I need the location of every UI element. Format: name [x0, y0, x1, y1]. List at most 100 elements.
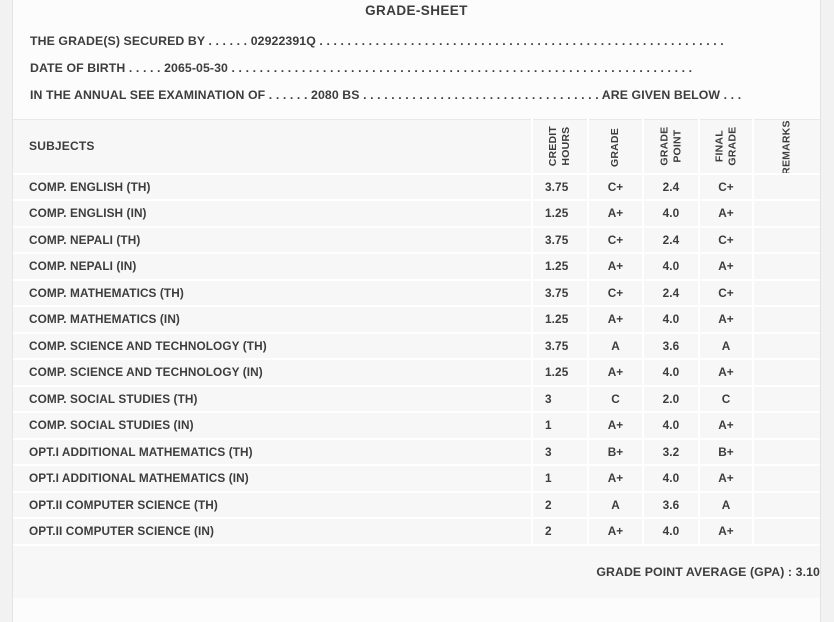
- final-grade-cell: A+: [698, 305, 753, 333]
- credit-hours-vertical-label: CREDIT HOURS: [546, 125, 572, 166]
- column-header-grade: GRADE: [587, 119, 643, 174]
- grade-row: COMP. NEPALI (IN) 1.25 A+ 4.0 A+: [13, 252, 820, 280]
- exam-year-value: 2080 BS: [311, 88, 360, 102]
- grade-point-vertical-label: GRADE POINT: [657, 126, 683, 166]
- grade-cell: A+: [587, 464, 643, 492]
- subject-cell: COMP. SCIENCE AND TECHNOLOGY (TH): [13, 331, 532, 359]
- grade-point-cell: 4.0: [642, 199, 699, 227]
- grade-point-cell: 4.0: [642, 305, 699, 333]
- grade-cell: C+: [587, 225, 643, 253]
- final-grade-cell: A+: [698, 411, 753, 439]
- remarks-cell: [752, 278, 820, 306]
- grade-row: COMP. SOCIAL STUDIES (IN) 1 A+ 4.0 A+: [13, 411, 820, 439]
- grades-table-footer: GRADE POINT AVERAGE (GPA) : 3.10: [13, 543, 820, 598]
- dotted-fill: . . . . . .: [268, 88, 308, 102]
- remarks-cell: [752, 358, 820, 386]
- gpa-summary: GRADE POINT AVERAGE (GPA) : 3.10: [13, 543, 820, 598]
- grade-vertical-label: GRADE: [608, 128, 621, 168]
- subject-cell: OPT.II COMPUTER SCIENCE (IN): [13, 517, 532, 545]
- subject-cell: COMP. ENGLISH (IN): [13, 199, 532, 227]
- final-grade-vertical-label: FINAL GRADE: [712, 126, 738, 166]
- info-line-date-of-birth: DATE OF BIRTH . . . . . 2065-05-30 . . .…: [30, 55, 803, 82]
- column-header-subjects: SUBJECTS: [13, 119, 532, 174]
- final-grade-cell: C: [698, 384, 753, 412]
- page-title: GRADE-SHEET: [365, 3, 468, 18]
- grade-row: COMP. MATHEMATICS (IN) 1.25 A+ 4.0 A+: [13, 305, 820, 333]
- final-grade-cell: C+: [698, 172, 753, 200]
- subject-cell: COMP. NEPALI (TH): [13, 225, 532, 253]
- subject-cell: COMP. SOCIAL STUDIES (IN): [13, 411, 532, 439]
- subject-cell: OPT.I ADDITIONAL MATHEMATICS (TH): [13, 437, 532, 465]
- info-suffix: ARE GIVEN BELOW: [601, 88, 721, 102]
- dotted-fill: . . . . .: [128, 61, 161, 75]
- grade-cell: B+: [587, 437, 643, 465]
- grade-point-cell: 3.2: [642, 437, 699, 465]
- grades-table: SUBJECTS CREDIT HOURS GRADE GRADE POINT …: [13, 119, 820, 598]
- credit-hours-cell: 1.25: [531, 199, 588, 227]
- final-grade-cell: A+: [698, 517, 753, 545]
- credit-hours-cell: 1: [531, 411, 588, 439]
- final-grade-cell: A: [698, 490, 753, 518]
- info-line-grades-secured-by: THE GRADE(S) SECURED BY . . . . . . 0292…: [30, 28, 803, 55]
- grade-point-cell: 4.0: [642, 517, 699, 545]
- remarks-cell: [752, 464, 820, 492]
- credit-hours-cell: 3.75: [531, 278, 588, 306]
- column-header-final-grade: FINAL GRADE: [698, 119, 753, 174]
- final-grade-cell: C+: [698, 225, 753, 253]
- column-header-credit-hours: CREDIT HOURS: [531, 119, 588, 174]
- dotted-fill: . . . . . . . . . . . . . . . . . . . . …: [231, 61, 693, 75]
- remarks-vertical-label: REMARKS: [780, 120, 793, 174]
- final-grade-cell: A+: [698, 252, 753, 280]
- remarks-cell: [752, 305, 820, 333]
- remarks-cell: [752, 490, 820, 518]
- gpa-row: GRADE POINT AVERAGE (GPA) : 3.10: [13, 543, 820, 598]
- credit-hours-cell: 2: [531, 517, 588, 545]
- grade-cell: A+: [587, 252, 643, 280]
- info-label: THE GRADE(S) SECURED BY: [30, 34, 205, 48]
- grade-point-cell: 4.0: [642, 358, 699, 386]
- remarks-cell: [752, 437, 820, 465]
- remarks-cell: [752, 225, 820, 253]
- grade-cell: A+: [587, 199, 643, 227]
- remarks-cell: [752, 252, 820, 280]
- credit-hours-cell: 2: [531, 490, 588, 518]
- dotted-fill: . . . . . . . . . . . . . . . . . . . . …: [363, 88, 599, 102]
- credit-hours-cell: 3.75: [531, 172, 588, 200]
- subject-cell: COMP. MATHEMATICS (IN): [13, 305, 532, 333]
- dotted-fill: . . . . . . . . . . . . . . . . . . . . …: [319, 34, 724, 48]
- gpa-value: 3.10: [795, 564, 820, 579]
- grade-cell: A: [587, 490, 643, 518]
- symbol-number-value: 02922391Q: [250, 34, 316, 48]
- grade-cell: C+: [587, 278, 643, 306]
- grade-row: OPT.I ADDITIONAL MATHEMATICS (TH) 3 B+ 3…: [13, 437, 820, 465]
- final-grade-cell: A: [698, 331, 753, 359]
- subject-cell: COMP. SOCIAL STUDIES (TH): [13, 384, 532, 412]
- credit-hours-cell: 1.25: [531, 305, 588, 333]
- column-header-grade-point: GRADE POINT: [642, 119, 699, 174]
- info-line-examination-year: IN THE ANNUAL SEE EXAMINATION OF . . . .…: [30, 82, 803, 109]
- grade-row: COMP. SOCIAL STUDIES (TH) 3 C 2.0 C: [13, 384, 820, 412]
- info-label: DATE OF BIRTH: [30, 61, 126, 75]
- credit-hours-cell: 3: [531, 437, 588, 465]
- date-of-birth-value: 2065-05-30: [164, 61, 228, 75]
- grade-point-cell: 3.6: [642, 490, 699, 518]
- grade-cell: A: [587, 331, 643, 359]
- credit-hours-cell: 1.25: [531, 252, 588, 280]
- grade-sheet-panel: GRADE-SHEET THE GRADE(S) SECURED BY . . …: [12, 0, 821, 622]
- grade-cell: C: [587, 384, 643, 412]
- grade-row: COMP. SCIENCE AND TECHNOLOGY (TH) 3.75 A…: [13, 331, 820, 359]
- grade-cell: A+: [587, 358, 643, 386]
- subject-cell: COMP. MATHEMATICS (TH): [13, 278, 532, 306]
- grades-table-header: SUBJECTS CREDIT HOURS GRADE GRADE POINT …: [13, 119, 820, 174]
- remarks-cell: [752, 172, 820, 200]
- dotted-fill: . . .: [723, 88, 742, 102]
- grade-cell: A+: [587, 305, 643, 333]
- subject-cell: COMP. NEPALI (IN): [13, 252, 532, 280]
- student-info-block: THE GRADE(S) SECURED BY . . . . . . 0292…: [13, 17, 820, 109]
- grade-point-cell: 4.0: [642, 252, 699, 280]
- final-grade-cell: A+: [698, 464, 753, 492]
- credit-hours-cell: 1: [531, 464, 588, 492]
- final-grade-cell: A+: [698, 358, 753, 386]
- dotted-fill: . . . . . .: [208, 34, 248, 48]
- grade-row: COMP. SCIENCE AND TECHNOLOGY (IN) 1.25 A…: [13, 358, 820, 386]
